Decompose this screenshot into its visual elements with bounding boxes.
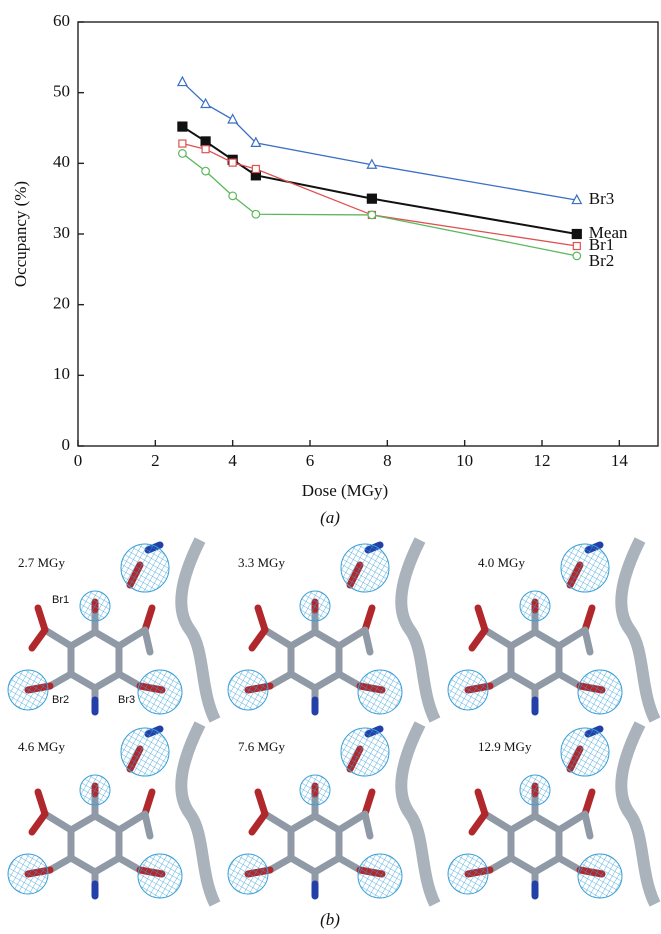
marker bbox=[227, 113, 239, 124]
x-tick-label: 4 bbox=[228, 451, 237, 470]
x-tick-label: 6 bbox=[306, 451, 315, 470]
marker bbox=[177, 121, 188, 132]
marker bbox=[201, 145, 210, 154]
marker bbox=[178, 139, 187, 148]
structure-panel: 4.6 MGy bbox=[8, 724, 215, 904]
marker bbox=[228, 158, 237, 167]
panel-label: 4.6 MGy bbox=[18, 739, 65, 754]
series-label: Mean bbox=[589, 223, 628, 242]
y-axis-title: Occupancy (%) bbox=[11, 181, 30, 287]
panel-label: 3.3 MGy bbox=[238, 555, 285, 570]
structure-panel: 2.7 MGy Br1 Br2 Br3 bbox=[8, 540, 215, 720]
atom-label: Br1 bbox=[52, 594, 69, 606]
series-label: Br3 bbox=[589, 189, 615, 208]
marker bbox=[228, 191, 238, 201]
x-tick-label: 12 bbox=[534, 451, 551, 470]
caption: (a) bbox=[320, 508, 340, 527]
x-tick-label: 0 bbox=[74, 451, 83, 470]
marker bbox=[200, 136, 211, 147]
atom-label: Br2 bbox=[52, 694, 69, 706]
marker bbox=[200, 97, 212, 109]
marker bbox=[572, 251, 582, 261]
panel-label: 7.6 MGy bbox=[238, 739, 285, 754]
x-axis-title: Dose (MGy) bbox=[302, 481, 388, 500]
y-tick-label: 40 bbox=[53, 152, 70, 171]
panel-label: 12.9 MGy bbox=[478, 739, 532, 754]
marker bbox=[251, 209, 261, 219]
panel-label: 4.0 MGy bbox=[478, 555, 525, 570]
series-label: Br2 bbox=[589, 251, 615, 270]
structure-panel: 4.0 MGy bbox=[448, 540, 655, 720]
atom-label: Br3 bbox=[118, 694, 135, 706]
y-tick-label: 10 bbox=[53, 364, 70, 383]
y-tick-label: 50 bbox=[53, 82, 70, 101]
y-tick-label: 60 bbox=[53, 11, 70, 30]
marker bbox=[571, 228, 582, 240]
marker bbox=[251, 164, 260, 174]
x-tick-label: 2 bbox=[151, 451, 160, 470]
marker bbox=[366, 193, 377, 204]
y-tick-label: 20 bbox=[53, 294, 70, 313]
marker bbox=[201, 166, 211, 176]
x-tick-label: 8 bbox=[383, 451, 392, 470]
series-label: Br1 bbox=[589, 235, 615, 254]
structure-panel: 12.9 MGy bbox=[448, 724, 655, 904]
structure-panel: 7.6 MGy bbox=[228, 724, 435, 904]
x-tick-label: 14 bbox=[611, 451, 629, 470]
panel-label: 2.7 MGy bbox=[18, 555, 65, 570]
marker bbox=[177, 149, 187, 158]
marker bbox=[250, 136, 262, 147]
series-line bbox=[181, 125, 577, 235]
series-line bbox=[181, 81, 577, 201]
x-tick-label: 10 bbox=[456, 451, 473, 470]
structure-panel: 3.3 MGy bbox=[228, 540, 435, 720]
marker bbox=[572, 241, 581, 251]
series-line bbox=[182, 152, 577, 257]
marker bbox=[571, 193, 583, 205]
y-tick-label: 0 bbox=[62, 435, 71, 454]
marker bbox=[176, 75, 188, 87]
y-tick-label: 30 bbox=[53, 223, 70, 242]
caption: (b) bbox=[320, 910, 340, 929]
series-line bbox=[182, 142, 577, 247]
marker bbox=[366, 158, 378, 169]
marker bbox=[367, 210, 377, 220]
